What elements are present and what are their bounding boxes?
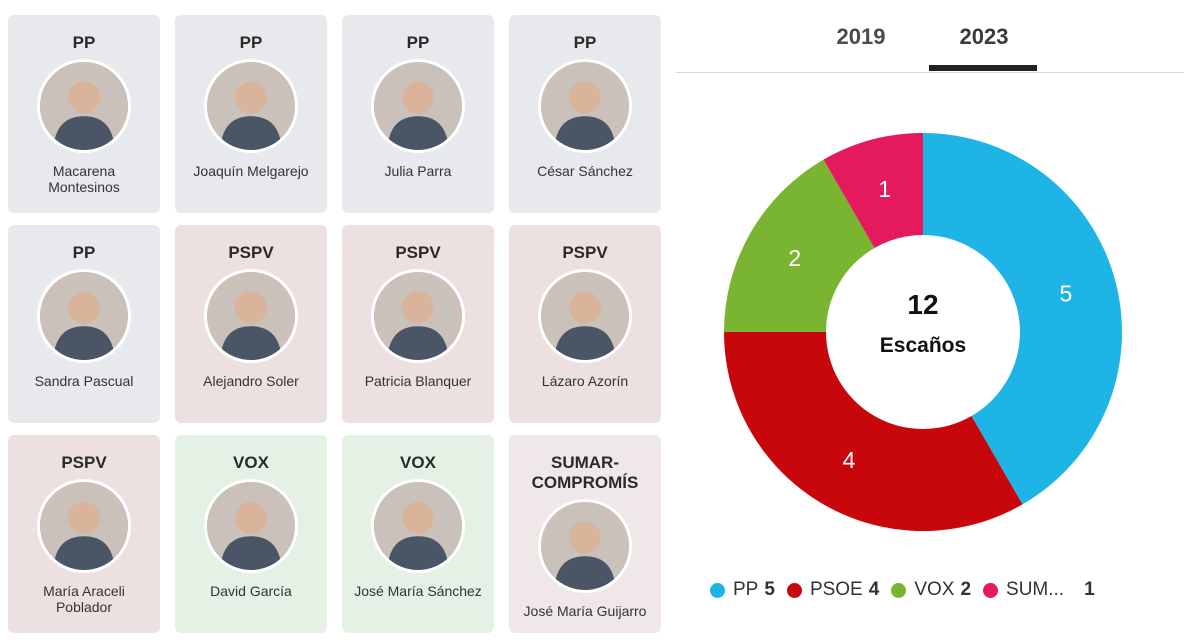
tab-2019[interactable]: 2019 [836,24,886,49]
party-label: VOX [233,453,269,472]
party-label: PP [573,33,597,52]
avatar [538,269,632,363]
chart-legend: PP 5 PSOE 4 VOX 2 SUM... 1 [710,578,1107,602]
legend-value: 5 [764,579,775,600]
party-label: PP [72,243,96,262]
legend-value: 1 [1084,579,1095,600]
legend-dot-icon [710,582,725,598]
candidate-name: César Sánchez [537,163,633,179]
legend-dot-icon [891,582,907,598]
party-label: PSPV [395,243,441,262]
party-label: PP [239,33,263,52]
slice-value-label: 2 [788,245,801,271]
candidate-name: María Araceli Poblador [43,583,125,615]
candidate-grid: PP Macarena Montesinos PP Joaquín Melgarejo… [8,15,661,633]
legend-label: PSOE [809,579,863,600]
candidate-card: PSPV Lázaro Azorín [509,225,661,423]
party-label: PSPV [562,243,608,262]
candidate-card: PP Macarena Montesinos [8,15,160,213]
slice-value-label: 4 [843,447,856,473]
candidate-card: PSPV María Araceli Poblador [8,435,160,633]
avatar [538,59,632,153]
tab-divider [676,72,1184,73]
avatar [204,269,298,363]
legend-label: VOX [914,579,955,600]
party-label: PSPV [61,453,107,472]
slice-value-label: 5 [1060,281,1073,307]
avatar [371,59,465,153]
candidate-name: José María Sánchez [354,583,482,599]
seats-donut-chart: 5 4 2 1 12 Escaños [724,133,1122,531]
avatar [204,59,298,153]
legend-label: SUM... [1006,579,1065,600]
candidate-name: David García [210,583,292,599]
avatar [538,499,632,593]
party-label: PP [72,33,96,52]
tab-2023[interactable]: 2023 [959,24,1009,49]
donut-slice-psoe[interactable] [724,332,1023,531]
legend-item[interactable]: SUM... 1 [983,579,1095,601]
legend-item[interactable]: PP 5 [710,579,775,601]
candidate-name: Alejandro Soler [203,373,299,389]
donut-slice-pp[interactable] [923,133,1122,505]
legend-value: 2 [960,579,972,600]
total-seats-value: 12 [907,289,938,320]
candidate-name: Patricia Blanquer [364,373,472,389]
legend-label: PP [733,579,759,600]
legend-dot-icon [786,582,802,598]
active-tab-indicator [929,65,1037,71]
legend-item[interactable]: PSOE 4 [786,579,880,601]
candidate-card: PP Sandra Pascual [8,225,160,423]
candidate-card: PP César Sánchez [509,15,661,213]
avatar [371,479,465,573]
avatar [37,59,131,153]
party-label: PP [406,33,430,52]
party-label: SUMAR- COMPROMÍS [531,453,639,492]
candidate-name: Sandra Pascual [34,373,134,389]
party-label: VOX [400,453,436,472]
legend-value: 4 [868,579,880,600]
donut-slice-vox[interactable] [724,159,875,332]
candidate-name: Lázaro Azorín [541,373,629,389]
avatar [204,479,298,573]
party-label: PSPV [228,243,274,262]
candidate-name: Julia Parra [384,163,452,179]
year-tabs: 2019 2023 [676,0,1184,74]
avatar [371,269,465,363]
candidate-card: SUMAR- COMPROMÍS José María Guijarro [509,435,661,633]
candidate-name: José María Guijarro [523,603,647,619]
legend-item[interactable]: VOX 2 [891,579,971,601]
avatar [37,269,131,363]
candidate-name: Macarena Montesinos [48,163,120,195]
candidate-card: PSPV Alejandro Soler [175,225,327,423]
candidate-card: VOX David García [175,435,327,633]
candidate-card: PSPV Patricia Blanquer [342,225,494,423]
donut-slice-sum[interactable] [823,133,924,248]
candidate-card: VOX José María Sánchez [342,435,494,633]
candidate-card: PP Joaquín Melgarejo [175,15,327,213]
candidate-card: PP Julia Parra [342,15,494,213]
total-seats-label: Escaños [880,334,966,357]
legend-dot-icon [983,582,999,598]
candidate-name: Joaquín Melgarejo [193,163,309,179]
avatar [37,479,131,573]
slice-value-label: 1 [878,176,891,202]
